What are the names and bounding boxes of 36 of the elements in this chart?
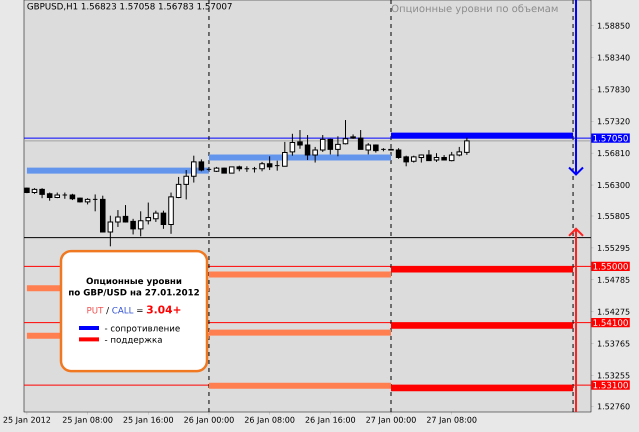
y-tick-label: 1.57320 [598, 118, 630, 124]
annotation: / [106, 307, 110, 314]
annotation: Опционные уровни [86, 278, 182, 286]
y-tick-label: 1.58340 [598, 54, 630, 61]
y-tick-label: 1.56810 [598, 150, 630, 156]
y-tick-label: 1.56300 [598, 182, 630, 188]
x-tick-label: 26 Jan 00:00 [184, 416, 234, 424]
ref-line-label: 1.57050 [594, 134, 628, 142]
y-tick-label: 1.57830 [598, 86, 630, 92]
x-tick-label: 27 Jan 08:00 [426, 416, 476, 424]
x-tick-label: 25 Jan 16:00 [124, 416, 174, 424]
legend-label: - поддержка [104, 338, 162, 345]
y-tick-label: 1.53255 [598, 372, 630, 378]
x-tick-label: 25 Jan 08:00 [62, 416, 112, 424]
y-tick-label: 1.53765 [598, 340, 630, 347]
y-tick-label: 1.52760 [598, 403, 630, 410]
annotation: PUT [87, 307, 104, 314]
annotation: CALL [112, 306, 134, 314]
annotation: = [137, 309, 143, 312]
ref-line-label: 1.55000 [594, 263, 628, 270]
y-tick-label: 1.54275 [598, 308, 630, 315]
y-tick-label: 1.55805 [598, 212, 630, 220]
annotation: 3.04+ [146, 305, 180, 314]
x-tick-label: 25 Jan 2012 [4, 416, 50, 424]
annotation: Опционные уровни по объемам [392, 4, 558, 14]
y-tick-label: 1.55295 [598, 244, 630, 251]
annotation: по GBP/USD на 27.01.2012 [69, 288, 199, 296]
ref-line-label: 1.53100 [594, 382, 628, 388]
y-tick-label: 1.58850 [598, 22, 630, 29]
chart-title: GBPUSD,H1 1.56823 1.57058 1.56783 1.57007 [27, 2, 232, 10]
legend-label: - сопротивление [104, 326, 180, 334]
x-tick-label: 27 Jan 00:00 [366, 416, 416, 424]
x-tick-label: 26 Jan 16:00 [306, 416, 356, 424]
x-tick-label: 26 Jan 08:00 [244, 416, 294, 424]
y-tick-label: 1.54785 [598, 276, 630, 283]
ref-line-label: 1.54100 [594, 319, 628, 326]
